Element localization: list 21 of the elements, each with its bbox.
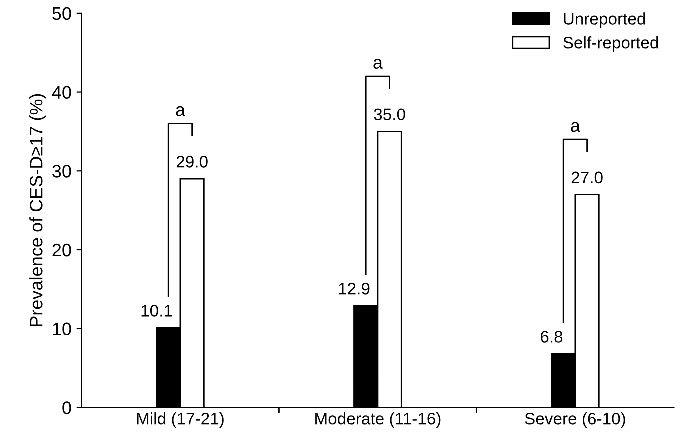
y-tick-label: 20 bbox=[52, 244, 72, 257]
legend-label: Unreported bbox=[564, 12, 646, 28]
data-label: 10.1 bbox=[142, 305, 172, 317]
y-tick-label: 10 bbox=[53, 322, 72, 336]
x-tick-label: Severe (6-10) bbox=[525, 412, 626, 428]
x-tick-label: Mild (17-21) bbox=[137, 412, 224, 428]
legend-label: Self-reported bbox=[564, 36, 658, 52]
y-axis-title: Prevalence of CES-D≥17 (%) bbox=[30, 94, 46, 326]
data-label: 35.0 bbox=[374, 108, 406, 121]
y-tick-label: 0 bbox=[62, 402, 72, 414]
annotation: a bbox=[374, 59, 383, 70]
x-tick-label: Moderate (11-16) bbox=[316, 412, 441, 428]
y-tick-label: 50 bbox=[52, 7, 72, 20]
data-label: 6.8 bbox=[541, 331, 563, 343]
y-tick-label: 30 bbox=[52, 165, 72, 178]
annotation: a bbox=[571, 122, 580, 132]
y-tick-label: 40 bbox=[52, 86, 72, 100]
data-label: 12.9 bbox=[339, 282, 370, 295]
data-label: 29.0 bbox=[176, 156, 208, 168]
annotation: a bbox=[176, 106, 186, 116]
data-label: 27.0 bbox=[572, 172, 603, 184]
